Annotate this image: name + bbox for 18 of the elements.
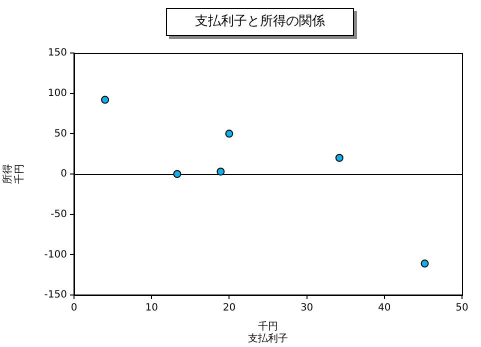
- x-tick-label: 30: [300, 302, 314, 314]
- x-tick-label: 10: [145, 302, 158, 314]
- y-tick-label: -100: [44, 249, 67, 260]
- x-tick-label: 50: [456, 302, 468, 314]
- y-tick-label: -50: [50, 208, 67, 220]
- x-axis-title: 支払利子: [248, 332, 288, 345]
- text: 千円: [14, 164, 26, 184]
- chart-title: 支払利子と所得の関係: [166, 8, 354, 36]
- y-axis-title: 所得: [2, 164, 14, 184]
- x-tick-label: 0: [70, 302, 78, 314]
- text: 千円: [258, 320, 278, 333]
- x-tick-label: 40: [378, 302, 391, 314]
- y-tick-label: 0: [60, 168, 67, 180]
- y-tick-label: -150: [44, 290, 67, 301]
- y-tick-label: 50: [54, 128, 67, 140]
- x-tick-label: 20: [222, 302, 236, 314]
- y-tick-label: 150: [48, 48, 67, 59]
- y-tick-label: 100: [48, 88, 67, 99]
